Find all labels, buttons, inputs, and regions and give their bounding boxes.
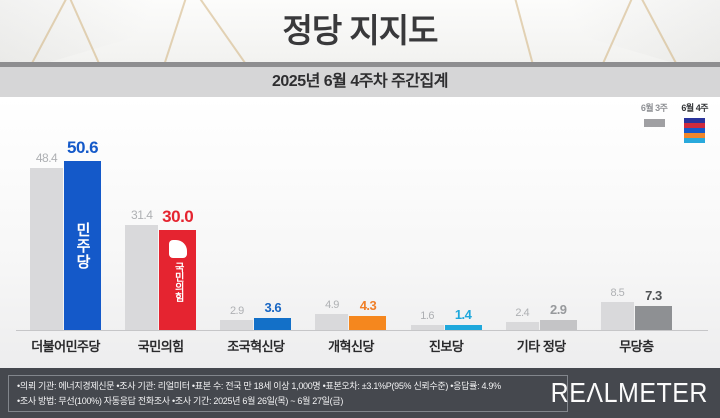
bar-col-prev: 2.9 <box>220 305 254 330</box>
curr-value-label: 4.3 <box>359 297 377 313</box>
bar-group-reform-party: 4.9 4.3 개혁신당 <box>303 97 398 355</box>
bar-col-prev: 48.4 <box>30 151 64 330</box>
bar-prev-week <box>220 320 254 330</box>
bar-current-week <box>444 325 482 330</box>
bar-prev-week <box>410 324 444 330</box>
curr-value-label: 3.6 <box>264 300 282 315</box>
legend-stripe <box>684 118 706 123</box>
header-banner: 정당 지지도 <box>0 0 720 62</box>
bar-prev-week <box>600 301 634 330</box>
bar-prev-week <box>125 225 159 330</box>
bar-col-curr: 7.3 <box>634 287 672 330</box>
bar-col-curr: 4.3 <box>349 297 387 330</box>
prev-value-label: 8.5 <box>610 286 625 299</box>
legend-swatch-previous-week <box>643 119 665 127</box>
subtitle-band: 2025년 6월 4주차 주간집계 <box>0 67 720 97</box>
category-label: 조국혁신당 <box>227 339 285 354</box>
bar-col-prev: 31.4 <box>125 208 159 330</box>
category-label: 기타 정당 <box>516 339 566 354</box>
prev-value-label: 31.4 <box>131 208 153 223</box>
curr-value-label: 50.6 <box>67 138 99 157</box>
bar-groups: 48.4 50.6 민주당 더불어민주당 31.4 <box>18 97 684 355</box>
bar-col-curr: 1.4 <box>444 307 482 330</box>
bar-pair: 48.4 50.6 민주당 <box>30 97 102 330</box>
bar-col-prev: 2.4 <box>505 307 539 330</box>
category-label: 진보당 <box>428 339 464 354</box>
x-axis-line <box>16 330 708 331</box>
header-divider <box>0 62 720 67</box>
curr-value-label: 7.3 <box>645 287 662 303</box>
bar-col-prev: 8.5 <box>600 286 634 330</box>
legend-stripe <box>684 138 706 143</box>
bar-col-prev: 1.6 <box>410 309 444 330</box>
bar-pair: 2.9 3.6 <box>220 97 292 330</box>
legend-label-previous-week: 6월 3주 <box>640 103 668 113</box>
legend-label-current-week: 6월 4주 <box>681 103 708 113</box>
bar-group-democratic-party: 48.4 50.6 민주당 더불어민주당 <box>18 97 113 355</box>
bar-col-curr: 30.0 국민의힘 <box>159 206 197 330</box>
democratic-party-logo-text: 민주당 <box>74 221 92 270</box>
legend-item-current-week: 6월 4주 <box>681 101 708 143</box>
bar-col-curr: 3.6 <box>254 300 292 330</box>
bar-current-week <box>254 318 292 330</box>
category-label: 국민의힘 <box>137 339 184 354</box>
democratic-party-logo: 민주당 <box>64 161 101 330</box>
prev-value-label: 2.4 <box>515 307 530 319</box>
bar-group-progressive-party: 1.6 1.4 진보당 <box>399 97 494 355</box>
bar-prev-week <box>30 168 64 330</box>
bar-current-week: 국민의힘 <box>159 229 197 330</box>
bar-current-week <box>349 315 387 330</box>
bar-group-other-parties: 2.4 2.9 기타 정당 <box>494 97 589 355</box>
survey-info-line-2: •조사 방법: 무선(100%) 자동응답 전화조사 •조사 기간: 2025년… <box>17 396 344 406</box>
legend-swatch-current-week <box>684 118 706 143</box>
curr-value-label: 1.4 <box>454 307 472 323</box>
bar-pair: 8.5 7.3 <box>600 97 672 330</box>
legend-stripe <box>684 133 706 138</box>
prev-value-label: 1.6 <box>420 309 435 322</box>
bar-pair: 4.9 4.3 <box>315 97 387 330</box>
bar-group-people-power-party: 31.4 30.0 국민의힘 국민의힘 <box>113 97 208 355</box>
subtitle-text: 2025년 6월 4주차 주간집계 <box>272 73 449 90</box>
bar-pair: 2.4 2.9 <box>505 97 577 330</box>
bar-prev-week <box>505 322 539 330</box>
bar-group-rebuilding-korea-party: 2.9 3.6 조국혁신당 <box>208 97 303 355</box>
survey-info-box: •의뢰 기관: 에너지경제신문 •조사 기관: 리얼미터 •표본 수: 전국 만… <box>8 375 568 412</box>
curr-value-label: 30.0 <box>162 206 194 226</box>
legend-item-previous-week: 6월 3주 <box>641 101 668 143</box>
people-power-party-logo-icon <box>168 239 187 258</box>
category-label: 개혁신당 <box>328 339 374 354</box>
survey-info-line-1: •의뢰 기관: 에너지경제신문 •조사 기관: 리얼미터 •표본 수: 전국 만… <box>17 381 501 391</box>
legend-stripe <box>684 123 706 128</box>
legend-stripe <box>684 128 706 133</box>
bar-pair: 31.4 30.0 국민의힘 <box>125 97 197 330</box>
bar-chart: 6월 3주 6월 4주 48.4 50.6 <box>0 97 720 368</box>
page-title: 정당 지지도 <box>282 12 439 49</box>
bar-current-week <box>634 305 672 330</box>
footer-bar: •의뢰 기관: 에너지경제신문 •조사 기관: 리얼미터 •표본 수: 전국 만… <box>0 368 720 418</box>
bar-group-no-party: 8.5 7.3 무당층 <box>589 97 684 355</box>
prev-value-label: 48.4 <box>35 151 58 166</box>
prev-value-label: 2.9 <box>229 305 244 318</box>
chart-legend: 6월 3주 6월 4주 <box>641 101 708 143</box>
bar-prev-week <box>315 313 349 330</box>
people-power-party-logo: 국민의힘 <box>159 230 196 330</box>
category-label: 무당층 <box>619 339 654 354</box>
bar-current-week <box>539 320 577 330</box>
bar-pair: 1.6 1.4 <box>410 97 482 330</box>
category-label: 더불어민주당 <box>31 339 100 354</box>
bar-col-prev: 4.9 <box>315 298 349 330</box>
people-power-party-logo-text: 국민의힘 <box>172 261 184 302</box>
prev-value-label: 4.9 <box>325 298 339 311</box>
bar-current-week: 민주당 <box>64 161 102 330</box>
realmeter-logo: REΛLMETER <box>550 377 708 409</box>
bar-col-curr: 50.6 민주당 <box>64 138 102 330</box>
curr-value-label: 2.9 <box>549 302 567 318</box>
bar-col-curr: 2.9 <box>539 302 577 330</box>
